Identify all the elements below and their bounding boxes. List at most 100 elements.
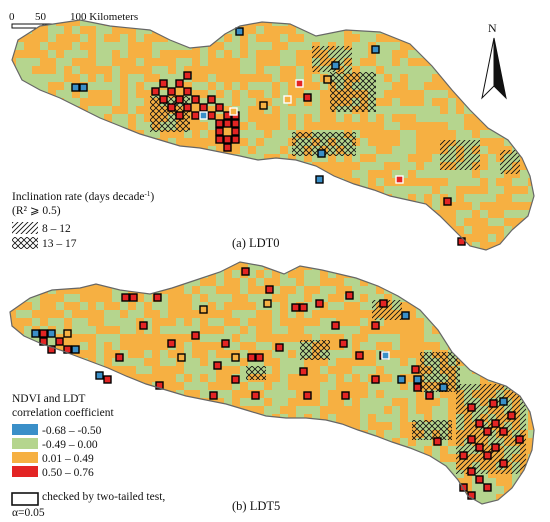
raster-cell — [232, 478, 240, 486]
raster-cell — [360, 382, 368, 390]
raster-cell — [480, 178, 488, 186]
raster-cell — [152, 438, 160, 446]
raster-cell — [352, 34, 360, 42]
raster-cell — [104, 470, 112, 478]
raster-cell — [80, 350, 88, 358]
raster-cell — [280, 438, 288, 446]
raster-cell — [488, 242, 496, 250]
raster-cell — [192, 390, 200, 398]
raster-cell — [464, 478, 472, 486]
raster-cell — [176, 294, 184, 302]
raster-cell — [248, 478, 256, 486]
raster-cell — [384, 406, 392, 414]
raster-cell — [104, 398, 112, 406]
raster-cell — [456, 66, 464, 74]
raster-cell — [136, 294, 144, 302]
raster-cell — [200, 486, 208, 494]
raster-cell — [528, 90, 534, 98]
raster-cell — [112, 502, 120, 504]
raster-cell — [488, 226, 496, 234]
raster-cell — [448, 66, 456, 74]
raster-cell — [224, 226, 232, 234]
raster-cell — [232, 286, 240, 294]
tested-cell — [303, 93, 312, 102]
raster-cell — [264, 130, 272, 138]
raster-cell — [416, 494, 424, 502]
raster-cell — [32, 286, 40, 294]
raster-cell — [272, 58, 280, 66]
raster-cell — [256, 66, 264, 74]
raster-cell — [344, 318, 352, 326]
raster-cell — [424, 234, 432, 242]
raster-cell — [272, 90, 280, 98]
raster-cell — [216, 154, 224, 162]
raster-cell — [272, 106, 280, 114]
raster-cell — [152, 310, 160, 318]
raster-cell — [416, 478, 424, 486]
raster-cell — [392, 470, 400, 478]
raster-cell — [40, 34, 48, 42]
raster-cell — [368, 130, 376, 138]
raster-cell — [72, 146, 80, 154]
raster-cell — [344, 286, 352, 294]
raster-cell — [512, 90, 520, 98]
raster-cell — [152, 478, 160, 486]
raster-cell — [536, 366, 544, 374]
raster-cell — [304, 494, 312, 502]
raster-cell — [440, 106, 448, 114]
raster-cell — [296, 478, 304, 486]
raster-cell — [184, 202, 192, 210]
raster-cell — [528, 74, 534, 82]
raster-cell — [240, 294, 248, 302]
raster-cell — [208, 226, 216, 234]
raster-cell — [344, 414, 352, 422]
raster-cell — [192, 178, 200, 186]
raster-cell — [400, 42, 408, 50]
raster-cell — [128, 154, 136, 162]
raster-cell — [240, 326, 248, 334]
raster-cell — [72, 20, 80, 26]
tested-cell — [439, 383, 448, 392]
raster-cell — [88, 26, 96, 34]
raster-cell — [136, 262, 144, 270]
raster-cell — [320, 430, 328, 438]
raster-cell — [168, 234, 176, 242]
raster-cell — [128, 302, 136, 310]
tested-cell — [183, 71, 192, 80]
raster-cell — [168, 202, 176, 210]
raster-cell — [416, 210, 424, 218]
raster-cell — [440, 50, 448, 58]
raster-cell — [464, 20, 472, 26]
raster-cell — [96, 326, 104, 334]
raster-cell — [536, 194, 544, 202]
raster-cell — [264, 202, 272, 210]
legend-swatch-test-box — [11, 492, 39, 506]
raster-cell — [440, 66, 448, 74]
raster-cell — [160, 250, 168, 258]
raster-cell — [184, 406, 192, 414]
raster-cell — [88, 42, 96, 50]
raster-cell — [176, 286, 184, 294]
raster-cell — [288, 114, 296, 122]
raster-cell — [232, 398, 240, 406]
raster-cell — [488, 342, 496, 350]
raster-cell — [512, 326, 520, 334]
raster-cell — [304, 366, 312, 374]
raster-cell — [360, 20, 368, 26]
raster-cell — [144, 278, 152, 286]
tested-cell — [103, 375, 112, 384]
raster-cell — [504, 194, 512, 202]
raster-cell — [168, 486, 176, 494]
raster-cell — [192, 66, 200, 74]
raster-cell — [104, 114, 112, 122]
raster-cell — [72, 374, 80, 382]
raster-cell — [304, 98, 312, 106]
raster-cell — [392, 510, 400, 518]
raster-cell — [376, 138, 384, 146]
raster-cell — [440, 278, 448, 286]
raster-cell — [416, 178, 424, 186]
tested-cell — [167, 87, 176, 96]
raster-cell — [400, 242, 408, 250]
raster-cell — [320, 414, 328, 422]
raster-cell — [192, 270, 200, 278]
